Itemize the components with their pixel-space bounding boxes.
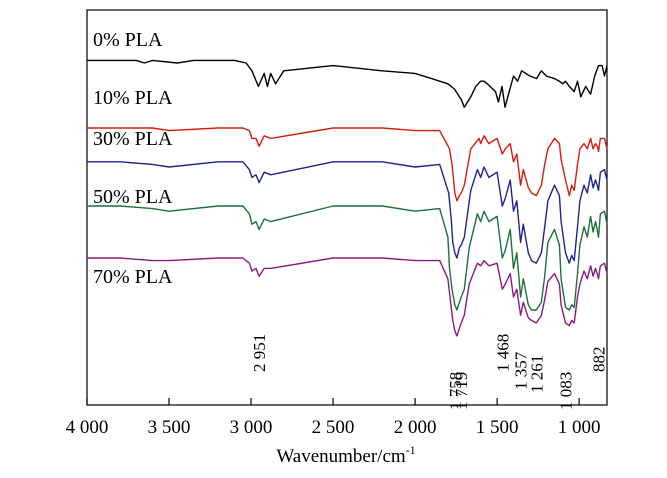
x-tick-label-1: 3 500 [148,417,191,438]
x-tick-label-0: 4 000 [66,417,109,438]
x-tick-label-4: 2 000 [394,417,437,438]
annotation-label-2: 1 719 [452,372,471,410]
plot-frame [86,9,608,406]
series-label-3: 50% PLA [93,186,173,208]
series-label-1: 10% PLA [93,87,173,109]
annotation-label-0: 2 951 [250,334,269,372]
annotation-label-7: 882 [590,347,609,373]
annotation-label-3: 1 468 [493,334,512,372]
series-line-4 [87,257,608,337]
series-label-0: 0% PLA [93,29,163,51]
x-tick-label-3: 2 500 [312,417,355,438]
series-line-3 [87,205,608,311]
annotation-label-1: 1 758 [446,372,465,410]
x-tick-label-5: 1 500 [476,417,519,438]
annotation-label-6: 1 083 [557,372,576,410]
series-line-2 [87,161,608,264]
x-axis-ticks: 4 000 3 500 3 000 2 500 2 000 1 500 1 000 [66,398,601,438]
x-axis-title-main: Wavenumber/cm [276,446,406,467]
series-label-2: 30% PLA [93,128,173,150]
plot-border [86,9,608,406]
x-tick-label-6: 1 000 [558,417,601,438]
series-label-4: 70% PLA [93,266,173,288]
annotation-label-5: 1 261 [527,355,546,393]
x-tick-label-2: 3 000 [230,417,273,438]
series-line-1 [87,127,608,202]
annotation-label-4: 1 357 [512,351,531,390]
x-axis-title: Wavenumber/cm-1 [276,443,415,467]
series-labels: 0% PLA 10% PLA 30% PLA 50% PLA 70% PLA [93,29,173,288]
series-line-0 [87,59,608,108]
series-layer [87,59,608,337]
x-axis-title-superscript: -1 [406,443,416,457]
